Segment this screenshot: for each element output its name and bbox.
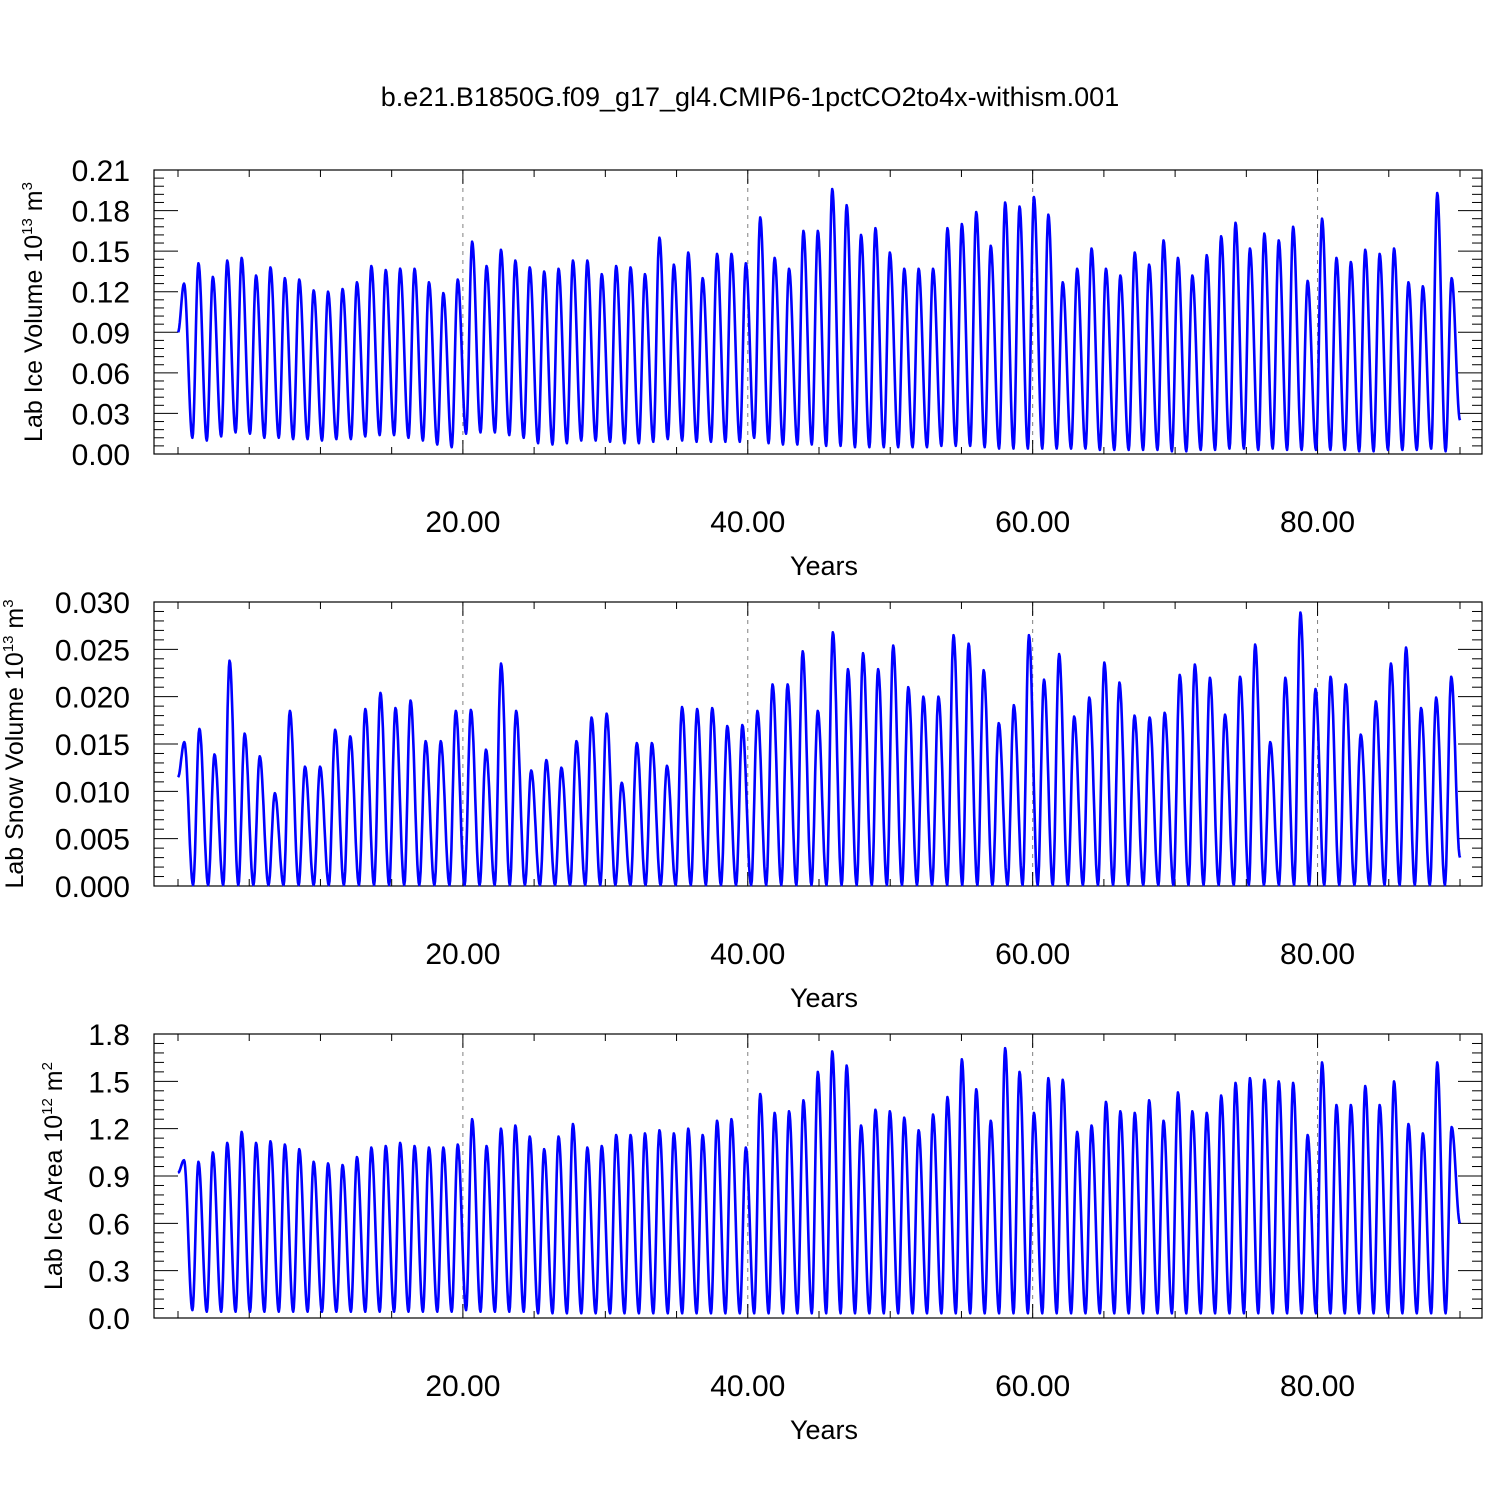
series-line-2-1 xyxy=(176,611,1462,887)
y-axis-title-exponent: 13 xyxy=(0,636,17,653)
y-tick-label: 1.2 xyxy=(88,1114,130,1147)
y-tick-label: 1.5 xyxy=(88,1066,130,1099)
plot-frame xyxy=(153,169,1483,455)
y-axis-title-exponent: 12 xyxy=(39,1098,56,1115)
y-axis-title-unit: m xyxy=(20,190,48,218)
y-tick-label: 0.3 xyxy=(88,1256,130,1289)
y-axis-title: Lab Ice Volume 1013 m3 xyxy=(19,182,48,442)
y-tick-label: 0.21 xyxy=(72,155,130,188)
y-tick-label: 0.00 xyxy=(72,439,130,472)
y-axis-title-exponent: 13 xyxy=(19,218,36,235)
series-line-1-1 xyxy=(176,187,1462,453)
x-tick-label: 80.00 xyxy=(1280,1370,1355,1403)
y-axis-title: Lab Ice Area 1012 m2 xyxy=(39,1062,68,1290)
x-tick-label: 60.00 xyxy=(995,938,1070,971)
y-axis-title-unit-exponent: 3 xyxy=(0,599,17,607)
y-tick-label: 0.030 xyxy=(55,587,130,620)
y-axis-title-unit: m xyxy=(40,1070,68,1098)
panel-2: 20.00 40.00 60.00 80.00 Years 0.000 0.005 0.010… xyxy=(0,587,1483,1013)
y-tick-label: 0.020 xyxy=(55,682,130,715)
x-tick-label: 40.00 xyxy=(710,1370,785,1403)
y-axis-title: Lab Snow Volume 1013 m3 xyxy=(0,599,29,888)
y-tick-label: 0.12 xyxy=(72,277,130,310)
x-tick-label: 40.00 xyxy=(710,938,785,971)
panel-3: 20.00 40.00 60.00 80.00 Years 0.0 0.3 0.6 0.9 1.2… xyxy=(39,1019,1483,1445)
y-tick-label: 0.005 xyxy=(55,824,130,857)
y-tick-label: 0.18 xyxy=(72,196,130,229)
y-axis-title-prefix: Lab Snow Volume 10 xyxy=(1,652,29,888)
figure-title: b.e21.B1850G.f09_g17_gl4.CMIP6-1pctCO2to… xyxy=(381,82,1119,112)
x-tick-label: 20.00 xyxy=(425,506,500,539)
x-tick-label: 40.00 xyxy=(710,506,785,539)
y-axis-title-unit: m xyxy=(1,608,29,636)
y-tick-label: 0.15 xyxy=(72,236,130,269)
y-axis-title-unit-exponent: 2 xyxy=(39,1062,56,1070)
y-axis-title-prefix: Lab Ice Area 10 xyxy=(40,1115,68,1290)
x-axis-title: Years xyxy=(790,983,858,1013)
panel-1: 20.00 40.00 60.00 80.00 Years 0.00 0.03 0.06 0.0… xyxy=(19,155,1483,581)
x-tick-label: 80.00 xyxy=(1280,506,1355,539)
y-tick-label: 0.09 xyxy=(72,317,130,350)
y-tick-label: 1.8 xyxy=(88,1019,130,1052)
x-tick-label: 60.00 xyxy=(995,1370,1070,1403)
x-axis-title: Years xyxy=(790,1415,858,1445)
y-tick-label: 0.015 xyxy=(55,729,130,762)
y-axis-title-prefix: Lab Ice Volume 10 xyxy=(20,235,48,442)
x-tick-label: 80.00 xyxy=(1280,938,1355,971)
y-tick-label: 0.9 xyxy=(88,1161,130,1194)
x-tick-label: 20.00 xyxy=(425,938,500,971)
y-tick-label: 0.0 xyxy=(88,1303,130,1336)
y-tick-label: 0.010 xyxy=(55,776,130,809)
x-tick-label: 20.00 xyxy=(425,1370,500,1403)
y-tick-label: 0.025 xyxy=(55,634,130,667)
series-line-3-1 xyxy=(177,1046,1462,1315)
x-tick-label: 60.00 xyxy=(995,506,1070,539)
y-tick-label: 0.6 xyxy=(88,1208,130,1241)
y-tick-label: 0.000 xyxy=(55,871,130,904)
y-tick-label: 0.03 xyxy=(72,398,130,431)
y-axis-title-unit-exponent: 3 xyxy=(19,182,36,190)
y-tick-label: 0.06 xyxy=(72,358,130,391)
panels: 20.00 40.00 60.00 80.00Years0.000.030.060.0… xyxy=(0,155,1483,1445)
x-axis-title: Years xyxy=(790,551,858,581)
